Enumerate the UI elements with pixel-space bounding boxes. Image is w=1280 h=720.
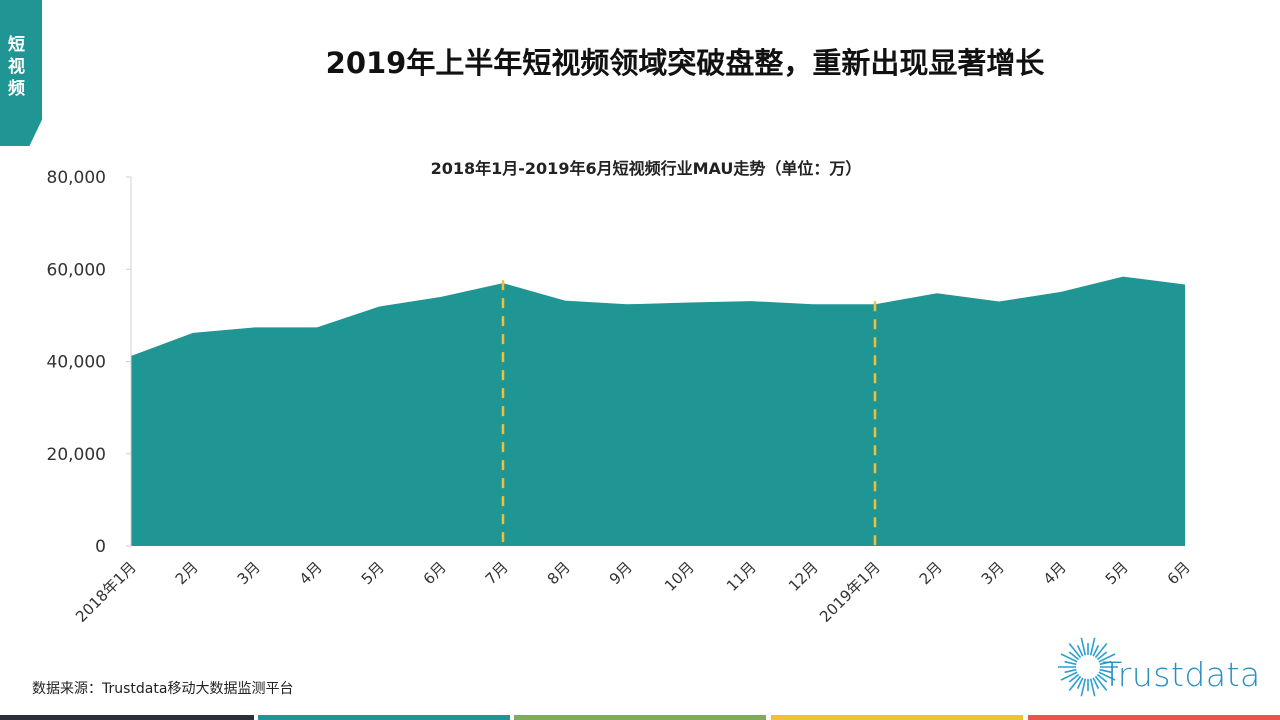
sunburst-ray bbox=[1080, 637, 1087, 656]
sunburst-ray bbox=[1098, 671, 1116, 681]
sunburst-ray bbox=[1076, 677, 1084, 689]
x-tick-label: 6月 bbox=[420, 558, 450, 588]
y-tick-label: 60,000 bbox=[47, 260, 106, 280]
y-tick-label: 80,000 bbox=[47, 168, 106, 188]
bottom-bar-4 bbox=[771, 715, 1023, 720]
bottom-bar-5 bbox=[1028, 715, 1280, 720]
sunburst-ray bbox=[1098, 653, 1116, 663]
x-tick-label: 9月 bbox=[606, 558, 636, 588]
sunburst-ray bbox=[1080, 678, 1087, 697]
sunburst-ray bbox=[1099, 660, 1112, 666]
sunburst-ray bbox=[1092, 645, 1100, 657]
sunburst-ray bbox=[1068, 675, 1082, 691]
sunburst-ray bbox=[1060, 653, 1078, 663]
y-tick-label: 40,000 bbox=[47, 353, 106, 373]
sunburst-ray bbox=[1094, 675, 1108, 691]
x-tick-label: 3月 bbox=[234, 558, 264, 588]
x-tick-label: 12月 bbox=[785, 558, 822, 595]
sunburst-ray bbox=[1099, 668, 1112, 674]
section-tag-label: 短视频 bbox=[8, 35, 25, 99]
y-tick-label: 0 bbox=[95, 537, 106, 557]
x-tick-label: 5月 bbox=[358, 558, 388, 588]
sunburst-ray bbox=[1076, 645, 1084, 657]
x-tick-label: 2月 bbox=[916, 558, 946, 588]
sunburst-ray bbox=[1092, 677, 1100, 689]
x-tick-label: 5月 bbox=[1102, 558, 1132, 588]
sunburst-ray bbox=[1060, 671, 1078, 681]
sunburst-ray bbox=[1068, 673, 1080, 683]
x-tick-label: 7月 bbox=[482, 558, 512, 588]
x-tick-label: 10月 bbox=[661, 558, 698, 595]
bottom-bar-1 bbox=[0, 715, 254, 720]
bottom-bar-3 bbox=[514, 715, 766, 720]
sunburst-ray bbox=[1089, 637, 1096, 656]
x-tick-label: 11月 bbox=[723, 558, 760, 595]
x-tick-label: 2019年1月 bbox=[816, 558, 884, 626]
x-tick-label: 4月 bbox=[1040, 558, 1070, 588]
x-tick-label: 8月 bbox=[544, 558, 574, 588]
sunburst-ray bbox=[1096, 651, 1108, 661]
x-tick-label: 2018年1月 bbox=[72, 558, 140, 626]
sunburst-ray bbox=[1089, 678, 1096, 697]
bottom-bar-2 bbox=[258, 715, 510, 720]
y-tick-label: 20,000 bbox=[47, 445, 106, 465]
sunburst-ray bbox=[1064, 660, 1077, 666]
x-tick-label: 4月 bbox=[296, 558, 326, 588]
section-tag bbox=[0, 0, 42, 146]
data-source: 数据来源：Trustdata移动大数据监测平台 bbox=[32, 681, 294, 697]
x-tick-label: 2月 bbox=[172, 558, 202, 588]
chart-title: 2018年1月-2019年6月短视频行业MAU走势（单位：万） bbox=[431, 159, 862, 178]
trustdata-logo: Trustdata bbox=[1102, 655, 1261, 694]
sunburst-ray bbox=[1094, 643, 1108, 659]
page-title: 2019年上半年短视频领域突破盘整，重新出现显著增长 bbox=[325, 46, 1045, 80]
x-tick-label: 3月 bbox=[978, 558, 1008, 588]
sunburst-ray bbox=[1064, 668, 1077, 674]
trustdata-sunburst-icon bbox=[1058, 637, 1118, 697]
sunburst-ray bbox=[1096, 673, 1108, 683]
x-tick-label: 6月 bbox=[1164, 558, 1194, 588]
mau-area bbox=[131, 276, 1185, 546]
sunburst-ray bbox=[1068, 643, 1082, 659]
sunburst-ray bbox=[1068, 651, 1080, 661]
